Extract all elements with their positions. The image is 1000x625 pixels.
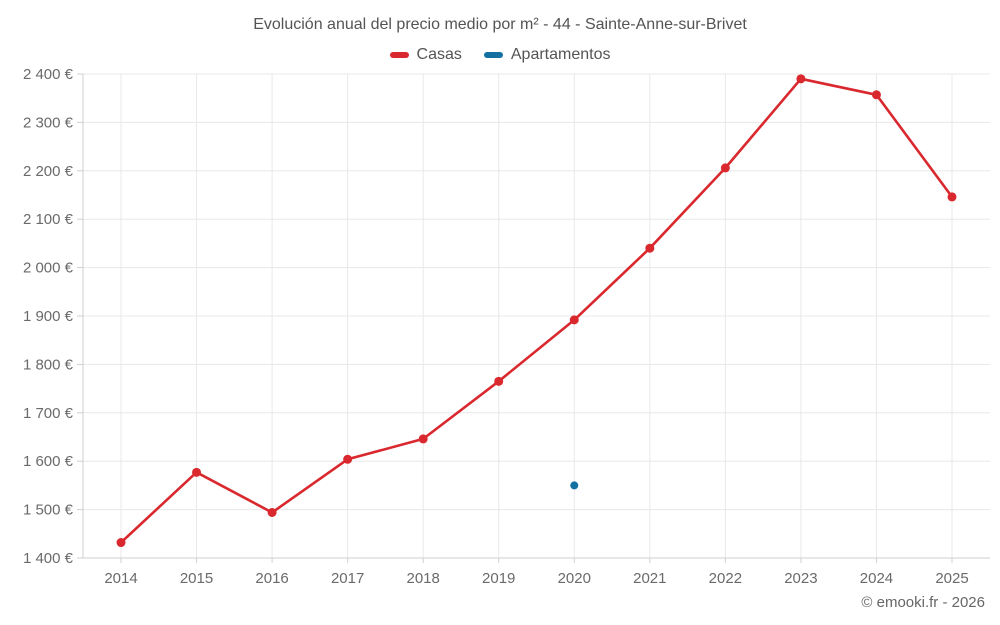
legend-swatch-casas xyxy=(389,52,409,58)
x-tick-label: 2024 xyxy=(860,570,893,587)
series-apartamentos xyxy=(570,481,579,490)
y-tick-label: 1 600 € xyxy=(23,453,74,470)
y-axis-labels: 1 400 € 1 500 € 1 600 € 1 700 € 1 800 € 1 900… xyxy=(23,66,74,567)
x-tick-label: 2017 xyxy=(331,570,364,587)
legend-label-casas: Casas xyxy=(416,46,462,63)
data-point xyxy=(267,508,277,518)
x-tick-label: 2025 xyxy=(935,570,968,587)
data-point xyxy=(569,315,579,325)
x-axis-labels: 2014 2015 2016 2017 2018 2019 2020 2021 2022 2023… xyxy=(104,570,968,587)
data-point xyxy=(871,90,881,100)
data-point xyxy=(192,467,202,477)
gridlines xyxy=(83,73,990,559)
data-point xyxy=(645,243,655,253)
x-tick-label: 2015 xyxy=(180,570,213,587)
data-point xyxy=(343,454,353,464)
data-point xyxy=(494,376,504,386)
y-tick-label: 2 300 € xyxy=(23,114,74,131)
data-point xyxy=(418,434,428,444)
y-tick-label: 1 400 € xyxy=(23,550,74,567)
x-tick-label: 2020 xyxy=(558,570,591,587)
x-tick-label: 2023 xyxy=(784,570,817,587)
x-tick-label: 2018 xyxy=(406,570,439,587)
legend-label-apartamentos: Apartamentos xyxy=(510,46,611,63)
chart-title: Evolución anual del precio medio por m² … xyxy=(253,16,747,33)
x-tick-label: 2022 xyxy=(709,570,742,587)
x-tick-label: 2019 xyxy=(482,570,515,587)
legend-swatch-apartamentos xyxy=(483,52,503,58)
axes xyxy=(77,73,990,563)
y-tick-label: 1 900 € xyxy=(23,308,74,325)
series-line xyxy=(119,77,954,544)
data-point xyxy=(116,538,126,548)
data-point xyxy=(570,481,579,490)
x-tick-label: 2014 xyxy=(104,570,137,587)
copyright-text: © emooki.fr - 2026 xyxy=(861,594,985,611)
y-tick-label: 2 100 € xyxy=(23,211,74,228)
legend-item-apartamentos[interactable]: Apartamentos xyxy=(483,46,611,64)
y-tick-label: 1 800 € xyxy=(23,356,74,373)
y-tick-label: 2 000 € xyxy=(23,260,74,277)
y-tick-label: 1 700 € xyxy=(23,405,74,422)
y-tick-label: 1 500 € xyxy=(23,502,74,519)
x-tick-label: 2021 xyxy=(633,570,666,587)
y-tick-label: 2 200 € xyxy=(23,163,74,180)
y-tick-label: 2 400 € xyxy=(23,66,74,83)
data-point xyxy=(947,192,957,202)
data-point xyxy=(720,163,730,173)
x-tick-label: 2016 xyxy=(255,570,288,587)
chart-legend: Casas Apartamentos xyxy=(0,46,1000,64)
legend-item-casas[interactable]: Casas xyxy=(389,46,462,64)
series-casas xyxy=(116,74,957,548)
data-point xyxy=(796,74,806,84)
